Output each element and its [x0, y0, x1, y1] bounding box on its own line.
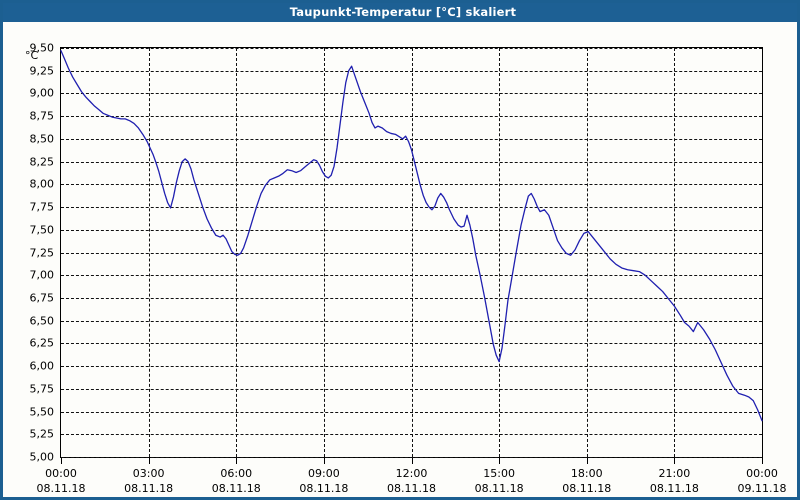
- x-axis-time: 00:00: [746, 467, 778, 480]
- x-axis-date: 08.11.18: [562, 482, 612, 495]
- x-axis-date: 08.11.18: [36, 482, 86, 495]
- x-axis-time: 06:00: [220, 467, 253, 480]
- y-axis-tick-label: 6,50: [29, 314, 55, 328]
- x-axis-tick: [323, 458, 325, 464]
- x-axis-tick: [762, 458, 763, 464]
- y-axis-tick-label: 7,75: [29, 200, 55, 214]
- gridline-vertical: [236, 48, 238, 457]
- gridline-vertical: [674, 48, 676, 457]
- gridline-horizontal: [61, 457, 762, 458]
- gridline-vertical: [586, 48, 588, 457]
- x-axis-time: 03:00: [132, 467, 165, 480]
- x-axis-date: 08.11.18: [474, 482, 524, 495]
- gridline-vertical: [323, 48, 325, 457]
- y-axis-tick-label: 6,00: [29, 359, 55, 373]
- gridline-vertical: [411, 48, 413, 457]
- x-axis-date: 08.11.18: [124, 482, 174, 495]
- x-axis-tick: [236, 458, 238, 464]
- y-axis-tick-label: 8,75: [29, 109, 55, 123]
- y-axis-tick-label: 7,25: [29, 246, 55, 259]
- y-axis-tick-label: 5,50: [29, 405, 55, 419]
- x-axis-tick-label: 00:00 09.11.18: [717, 466, 797, 496]
- x-axis-date: 08.11.18: [649, 482, 699, 495]
- plot-area: [60, 47, 763, 458]
- x-axis-time: 15:00: [483, 467, 515, 480]
- y-axis-tick-label: 5,25: [29, 427, 55, 441]
- x-axis-time: 18:00: [570, 467, 603, 480]
- series-line-taupunkt: [60, 50, 763, 422]
- x-axis-tick-label: 09:00 08.11.18: [279, 466, 369, 496]
- y-axis-tick-label: 5,00: [29, 450, 55, 464]
- x-axis-tick: [148, 458, 150, 464]
- y-axis-tick-label: 6,75: [29, 291, 55, 305]
- y-axis-tick-label: 8,50: [29, 132, 55, 146]
- y-axis-tick-label: 9,25: [29, 64, 55, 78]
- y-axis-tick-label: 5,75: [29, 382, 55, 396]
- x-axis-tick-label: 15:00 08.11.18: [454, 466, 544, 496]
- x-axis-date: 09.11.18: [737, 482, 787, 495]
- y-axis-tick-label: 6,25: [29, 336, 55, 350]
- y-axis-tick-label: 8,00: [29, 177, 55, 191]
- y-axis-tick-label: 8,25: [29, 155, 55, 169]
- gridline-vertical: [499, 48, 501, 457]
- chart-canvas: °C 9,50 9,25 9,00 8,75 8,50 8,25 8,00 7,75 7,50 7…: [3, 22, 797, 497]
- x-axis-tick-label: 18:00 08.11.18: [542, 466, 632, 496]
- x-axis-date: 08.11.18: [299, 482, 349, 495]
- x-axis-tick-label: 00:00 08.11.18: [16, 466, 106, 496]
- y-axis-tick-label: 9,00: [29, 86, 55, 100]
- x-axis-time: 09:00: [308, 467, 340, 480]
- x-axis-date: 08.11.18: [211, 482, 261, 495]
- x-axis-time: 12:00: [395, 467, 428, 480]
- x-axis-tick: [61, 458, 62, 464]
- gridline-vertical: [148, 48, 150, 457]
- x-axis-tick: [586, 458, 588, 464]
- x-axis-date: 08.11.18: [387, 482, 436, 495]
- x-axis-tick: [499, 458, 501, 464]
- x-axis-tick: [411, 458, 413, 464]
- x-axis-tick-label: 06:00 08.11.18: [191, 466, 281, 496]
- y-axis-tick-label: 9,50: [29, 41, 55, 55]
- data-series-line: [60, 50, 763, 422]
- y-axis-tick-label: 7,00: [29, 268, 55, 282]
- x-axis-tick-label: 21:00 08.11.18: [629, 466, 719, 496]
- x-axis-tick-label: 03:00 08.11.18: [104, 466, 194, 496]
- x-axis-tick: [674, 458, 676, 464]
- x-axis-tick-label: 12:00 08.11.18: [367, 466, 457, 496]
- x-axis-time: 00:00: [45, 467, 77, 480]
- window-title: Taupunkt-Temperatur [°C] skaliert: [3, 3, 797, 22]
- x-axis-time: 21:00: [658, 467, 691, 480]
- y-axis-tick-label: 7,50: [29, 223, 55, 237]
- y-axis-unit-label: °C: [25, 49, 39, 62]
